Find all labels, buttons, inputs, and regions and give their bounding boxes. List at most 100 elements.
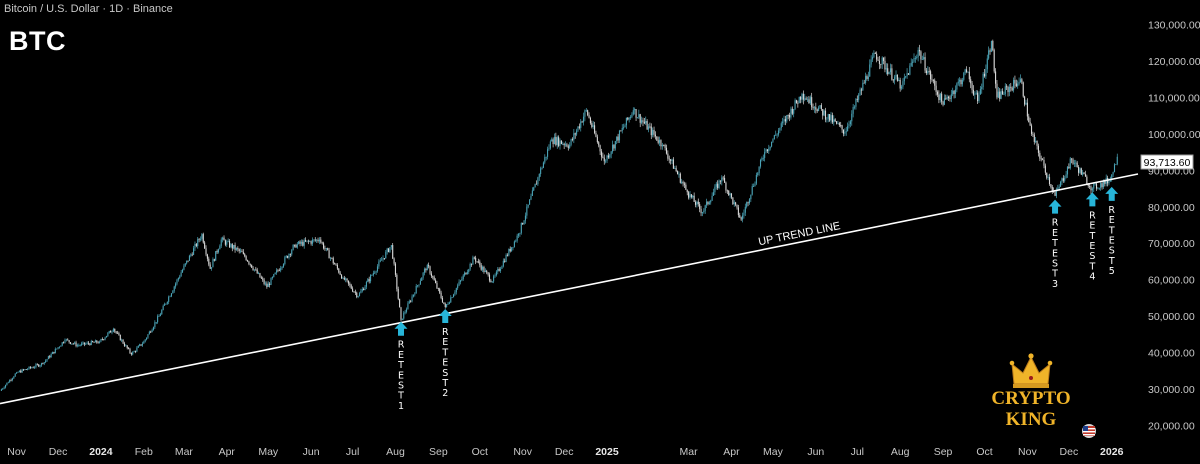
candle-body [155, 322, 157, 324]
candle-body [513, 241, 515, 248]
candle-body [628, 117, 630, 120]
candle-body [157, 316, 159, 323]
candle-body [487, 272, 489, 275]
candle-body [107, 332, 109, 336]
candle-body [353, 291, 355, 293]
candle-body [1071, 158, 1073, 160]
candle-body [657, 140, 659, 143]
candle-body [950, 94, 952, 99]
candle-body [9, 379, 11, 383]
candle-body [220, 239, 222, 246]
candle-body [569, 144, 571, 148]
candle-body [545, 156, 547, 158]
candle-body [13, 376, 15, 379]
candle-body [158, 316, 160, 317]
candle-body [1035, 140, 1037, 142]
candle-body [2, 388, 4, 390]
candle-body [452, 294, 455, 298]
candle-body [917, 50, 919, 58]
candle-body [880, 63, 882, 65]
retest-arrow-icon [438, 308, 452, 323]
x-tick-label: Nov [513, 446, 532, 458]
candle-body [664, 145, 666, 148]
candle-body [1037, 145, 1039, 153]
candle-body [736, 204, 738, 208]
candle-body [69, 342, 72, 344]
candle-body [899, 79, 901, 89]
candle-body [418, 284, 420, 286]
candle-body [63, 342, 65, 344]
candle-body [375, 271, 377, 273]
candle-body [1015, 83, 1017, 87]
candle-body [642, 120, 644, 122]
candle-body [168, 296, 170, 302]
candle-body [403, 312, 405, 319]
candle-body [310, 241, 312, 244]
candle-body [660, 140, 662, 147]
candle-body [277, 270, 279, 272]
candle-body [132, 352, 134, 355]
candle-body [743, 212, 745, 216]
candle-body [11, 378, 13, 381]
candle-body [238, 249, 240, 252]
current-price-tag: 93,713.60 [1140, 154, 1194, 170]
candle-body [385, 251, 387, 259]
candle-body [800, 96, 802, 100]
candle-body [1100, 183, 1102, 188]
candle-body [412, 294, 414, 297]
candle-body [45, 360, 47, 363]
logo-text-king: KING [1006, 409, 1057, 430]
candle-body [971, 83, 973, 90]
candle-body [270, 278, 272, 285]
retest-arrow-icon [1048, 199, 1062, 214]
candle-body [371, 275, 373, 276]
candle-body [520, 222, 522, 233]
candle-body [400, 307, 402, 320]
candle-body [75, 342, 77, 347]
candle-body [773, 135, 775, 140]
candle-body [43, 362, 45, 364]
candle-body [918, 50, 921, 52]
candle-body [1091, 188, 1093, 191]
candle-body [151, 329, 153, 333]
x-tick-label: Oct [472, 446, 488, 458]
candle-body [871, 57, 874, 60]
candle-body [876, 53, 878, 60]
candle-body [321, 242, 323, 244]
candle-body [317, 239, 319, 242]
candle-body [376, 266, 379, 272]
candle-body [194, 243, 196, 249]
candle-body [237, 247, 239, 250]
candle-body [394, 263, 397, 275]
candle-body [31, 367, 33, 369]
candle-body [750, 194, 752, 200]
candle-body [710, 200, 712, 203]
candle-body [240, 250, 242, 252]
candle-body [274, 272, 276, 275]
candle-body [762, 157, 764, 159]
candle-body [335, 264, 337, 266]
candle-body [1018, 82, 1020, 84]
candle-body [358, 293, 361, 297]
candle-body [685, 184, 687, 190]
candle-body [25, 369, 27, 371]
candle-body [894, 76, 896, 81]
candle-body [735, 202, 737, 205]
candle-body [663, 144, 665, 146]
candle-body [797, 102, 799, 104]
candle-body [193, 248, 195, 255]
candle-body [559, 140, 561, 146]
y-tick-label: 120,000.00 [1148, 56, 1200, 68]
candle-body [616, 136, 618, 142]
candle-body [89, 343, 91, 345]
candle-body [58, 346, 61, 348]
candle-body [461, 279, 463, 281]
candle-body [67, 339, 69, 341]
candle-body [689, 194, 691, 198]
candle-body [320, 239, 322, 243]
candle-body [10, 379, 12, 381]
candle-body [1093, 184, 1095, 189]
